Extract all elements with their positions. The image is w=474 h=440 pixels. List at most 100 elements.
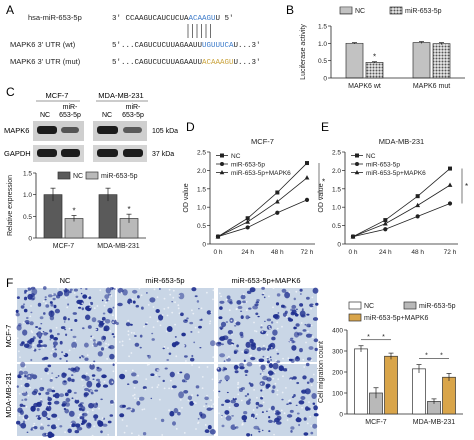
pore: [228, 406, 231, 409]
cell-stain: [159, 288, 161, 290]
pore: [257, 345, 259, 348]
pore: [285, 315, 288, 318]
cell-stain: [226, 391, 229, 394]
cell-stain: [22, 303, 26, 306]
pore: [121, 344, 124, 347]
pore: [107, 433, 110, 436]
pore: [228, 309, 231, 312]
legend-label: miR-653-5p: [366, 162, 400, 169]
legend-swatch: [57, 171, 71, 180]
pore: [65, 297, 67, 299]
pore: [87, 295, 90, 297]
y-tick-label: 0: [323, 76, 327, 83]
pore: [77, 416, 80, 419]
pore: [32, 424, 35, 427]
cell-stain: [174, 336, 177, 338]
pore: [137, 434, 140, 437]
cell-stain: [248, 382, 251, 385]
pore: [177, 372, 180, 374]
pore: [301, 406, 303, 409]
blot-band: [61, 127, 79, 133]
cell-stain: [111, 319, 117, 325]
pore: [282, 357, 284, 360]
cell-stain: [38, 392, 42, 396]
pore: [163, 387, 166, 390]
cell-stain: [155, 309, 160, 313]
cell-stain: [100, 398, 103, 401]
pore: [231, 340, 234, 343]
cell-stain: [224, 410, 230, 415]
cell-stain: [306, 296, 310, 300]
cell-stain: [219, 300, 225, 304]
pore: [309, 415, 312, 418]
legend-marker: [220, 162, 224, 166]
cell-stain: [101, 374, 107, 379]
cell-stain: [293, 394, 296, 397]
cell-stain: [225, 415, 232, 421]
pore: [127, 330, 130, 333]
image-col-mir-mapk6: miR-653-5p+MAPK6: [232, 276, 301, 285]
y-tick-label: 0: [339, 412, 343, 419]
cell-stain: [230, 399, 236, 404]
cell-stain: [218, 316, 223, 320]
pore: [174, 301, 177, 304]
cell-stain: [35, 333, 39, 335]
cell-stain: [65, 333, 68, 337]
pore: [130, 302, 132, 305]
cell-stain: [88, 402, 94, 409]
cell-stain: [111, 333, 115, 336]
legend-marker: [220, 153, 224, 158]
pore: [310, 307, 312, 310]
cell-stain: [246, 433, 251, 437]
pore: [131, 432, 133, 435]
cell-stain: [63, 316, 67, 321]
pore: [93, 425, 96, 428]
cell-stain: [263, 296, 266, 299]
cell-stain: [57, 332, 60, 336]
cell-stain: [236, 300, 242, 305]
cell-stain: [205, 403, 208, 405]
pore: [113, 318, 116, 321]
panel-label-f: F: [6, 276, 13, 290]
y-tick-label: 2.5: [332, 150, 341, 157]
cell-stain: [295, 417, 302, 423]
cell-stain: [113, 335, 116, 338]
cell-stain: [26, 287, 32, 291]
blot-band: [97, 126, 118, 134]
cell-stain: [91, 317, 97, 323]
cell-stain: [253, 425, 260, 430]
cell-stain: [109, 353, 115, 360]
cell-stain: [301, 389, 307, 394]
x-tick-label: 48 h: [411, 249, 424, 256]
pore: [218, 292, 221, 295]
pore: [30, 305, 32, 307]
cell-stain: [219, 306, 223, 310]
cell-stain: [119, 373, 126, 380]
legend-swatch: [348, 313, 362, 322]
pore: [20, 385, 23, 387]
pore: [268, 326, 271, 328]
cell-stain: [227, 330, 233, 335]
pore: [40, 398, 42, 401]
cell-stain: [43, 332, 48, 336]
cell-stain: [178, 292, 185, 300]
pore: [64, 431, 66, 434]
cell-stain: [197, 418, 200, 420]
cell-stain: [243, 411, 248, 415]
category-label: MCF-7: [365, 419, 386, 426]
pore: [133, 332, 136, 334]
cell-stain: [174, 341, 179, 346]
pore: [36, 393, 39, 396]
pore: [32, 344, 35, 346]
blot-cell-line-1: MCF-7: [46, 91, 69, 100]
cell-stain: [294, 356, 301, 362]
cell-stain: [282, 368, 288, 372]
cell-stain: [70, 420, 77, 428]
cell-stain: [80, 288, 82, 290]
cell-stain: [33, 388, 39, 394]
cell-stain: [17, 407, 23, 413]
cell-stain: [260, 389, 263, 392]
pore: [261, 330, 264, 333]
y-tick-label: 0.5: [23, 214, 32, 221]
cell-stain: [240, 315, 244, 319]
